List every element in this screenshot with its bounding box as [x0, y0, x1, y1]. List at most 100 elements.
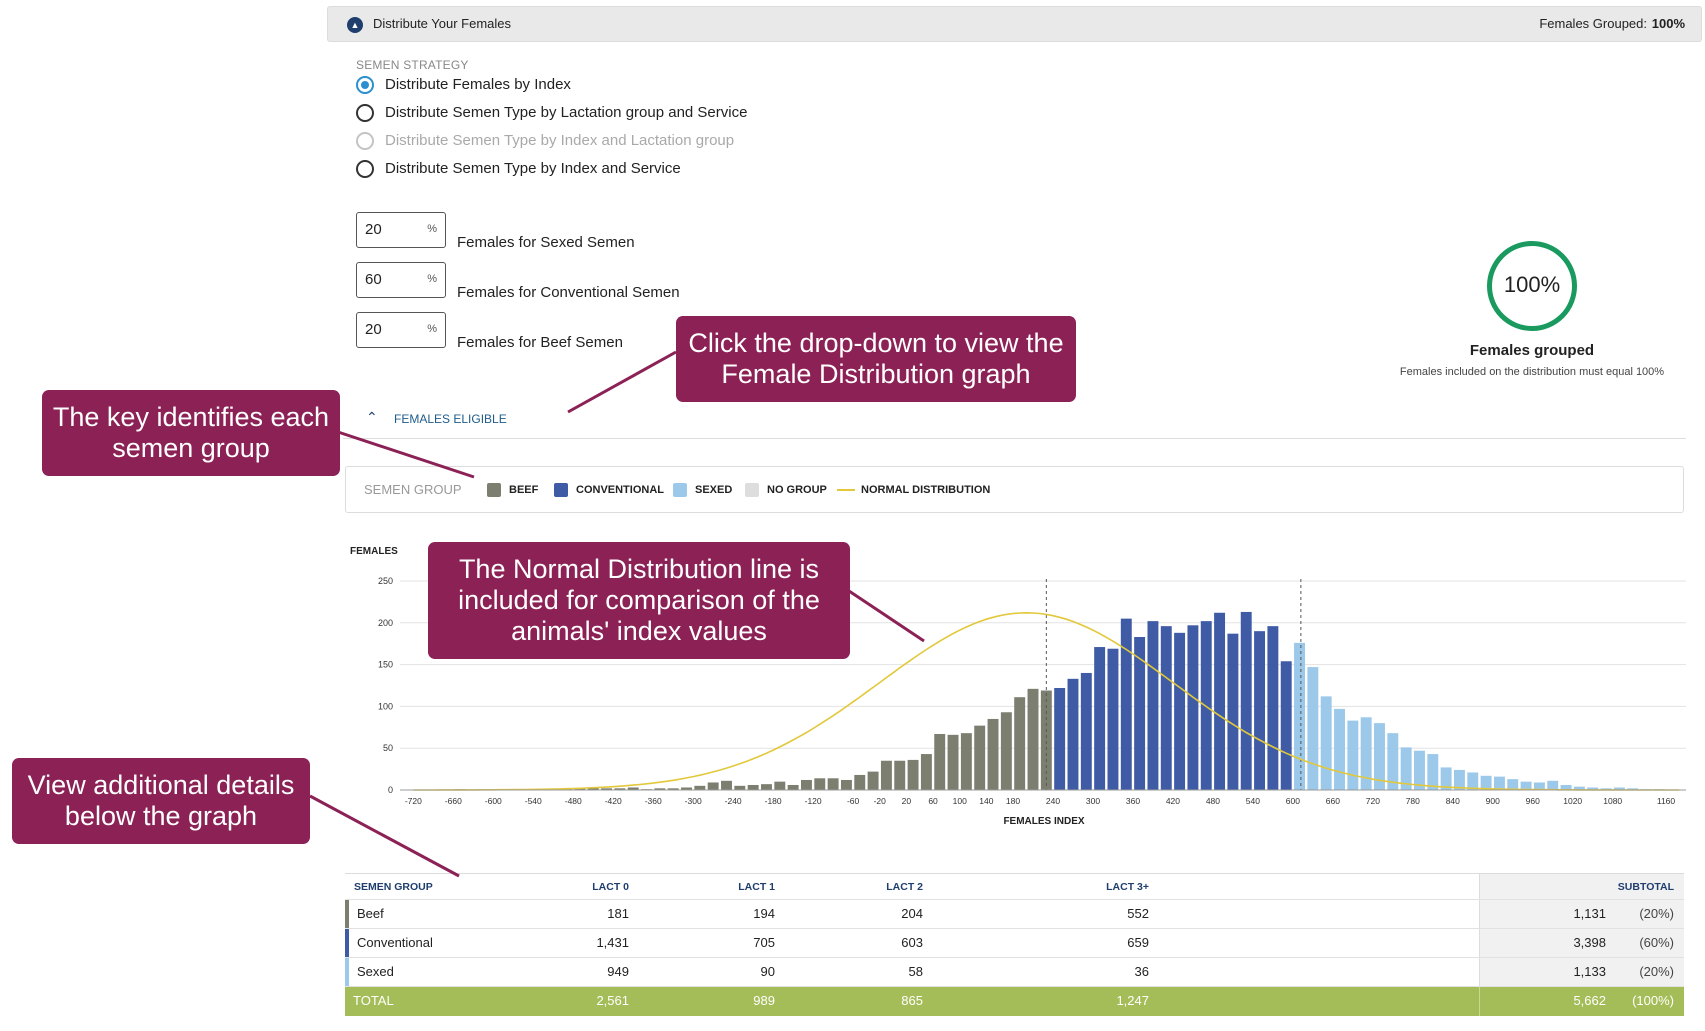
callout-dropdown: Click the drop-down to view the Female D… [676, 316, 1076, 402]
x-tick-label: -180 [765, 796, 782, 806]
bar-sexed [1400, 747, 1412, 790]
grouped-progress-value: 100% [1503, 272, 1561, 297]
bar-beef [840, 779, 852, 790]
x-tick-label: -600 [485, 796, 502, 806]
bar-sexed [1307, 667, 1319, 790]
x-tick-label: 840 [1446, 796, 1460, 806]
x-axis-label: FEMALES INDEX [1003, 816, 1084, 827]
bar-beef [707, 782, 719, 790]
bar-sexed [1374, 723, 1385, 790]
bar-beef [587, 787, 599, 790]
bar-beef [694, 785, 706, 790]
bar-conventional [1080, 672, 1092, 790]
radio-icon[interactable] [356, 160, 374, 178]
bar-sexed [1387, 733, 1399, 790]
x-tick-label: 780 [1406, 796, 1420, 806]
bar-sexed [1320, 696, 1332, 790]
x-tick-label: 300 [1086, 796, 1100, 806]
table-header: SEMEN GROUP LACT 0 LACT 1 LACT 2 LACT 3+… [345, 873, 1684, 900]
bar-beef [800, 779, 812, 790]
bar-sexed [1334, 708, 1345, 790]
cell-lact3: 36 [1134, 964, 1149, 979]
callout-details: View additional details below the graph [12, 758, 310, 844]
callout-key: The key identifies each semen group [42, 390, 340, 476]
conventional-percent-field[interactable] [365, 271, 415, 288]
sexed-percent-field[interactable] [365, 221, 415, 238]
legend-label: NORMAL DISTRIBUTION [861, 484, 991, 496]
cell-group: TOTAL [353, 993, 394, 1008]
bar-sexed [1613, 787, 1625, 790]
conventional-percent-input[interactable]: % [356, 262, 446, 298]
grouped-title: Females grouped [1469, 342, 1595, 359]
bar-sexed [1294, 642, 1305, 790]
legend-label: CONVENTIONAL [576, 484, 664, 496]
x-tick-label: 540 [1246, 796, 1260, 806]
x-tick-label: 420 [1166, 796, 1180, 806]
table-total-row: TOTAL 2,561 989 865 1,247 5,662 (100%) [345, 987, 1684, 1016]
normal-distribution-line [413, 611, 1680, 791]
bar-beef [974, 725, 986, 790]
chevron-up-icon[interactable]: ⌃ [366, 409, 378, 425]
cell-group: Beef [357, 906, 384, 921]
percent-unit: % [427, 273, 437, 285]
collapse-chevron-icon[interactable]: ▲ [347, 17, 363, 33]
percent-unit: % [427, 223, 437, 235]
subtotal-column-bg [1479, 958, 1684, 986]
cell-lact1: 989 [753, 993, 775, 1008]
grouped-note: Females included on the distribution mus… [1399, 366, 1665, 378]
legend-label: BEEF [509, 484, 539, 496]
radio-icon[interactable] [356, 104, 374, 122]
row-color-bar [345, 929, 349, 957]
x-tick-label: 960 [1526, 796, 1540, 806]
radio-label: Distribute Semen Type by Index and Lacta… [385, 132, 735, 149]
bar-beef [1000, 712, 1012, 790]
strategy-label: SEMEN STRATEGY [356, 58, 469, 72]
table-row: Beef 181 194 204 552 1,131 (20%) [345, 900, 1684, 929]
bar-beef [787, 784, 799, 790]
bar-beef [907, 759, 919, 790]
section-title: Distribute Your Females [373, 16, 512, 31]
bar-beef [920, 754, 932, 790]
legend-swatch [673, 483, 687, 497]
cell-lact3: 659 [1127, 935, 1149, 950]
bar-sexed [1547, 780, 1559, 790]
bar-conventional [1240, 611, 1252, 790]
x-tick-label: 100 [953, 796, 967, 806]
bar-beef [947, 734, 959, 790]
cell-percent: (20%) [1639, 964, 1674, 979]
subtotal-column-bg [1479, 987, 1684, 1016]
cell-lact3: 1,247 [1116, 993, 1149, 1008]
bar-conventional [1174, 632, 1186, 790]
x-tick-label: -420 [605, 796, 622, 806]
bar-beef [894, 760, 906, 790]
x-tick-label: 1160 [1657, 796, 1676, 806]
bar-conventional [1054, 688, 1066, 790]
bar-beef [614, 788, 626, 790]
col-subtotal: SUBTOTAL [1617, 881, 1674, 893]
sexed-percent-input[interactable]: % [356, 212, 446, 248]
bar-beef [1027, 688, 1039, 790]
semen-group-table: SEMEN GROUP LACT 0 LACT 1 LACT 2 LACT 3+… [345, 873, 1684, 1016]
cell-subtotal: 5,662 [1573, 993, 1606, 1008]
cell-subtotal: 1,133 [1573, 964, 1606, 979]
bar-conventional [1227, 633, 1239, 790]
beef-percent-field[interactable] [365, 321, 415, 338]
bar-beef [667, 788, 679, 790]
x-tick-label: 180 [1006, 796, 1020, 806]
x-tick-label: 720 [1366, 796, 1380, 806]
percent-unit: % [427, 323, 437, 335]
bar-conventional [1134, 637, 1146, 790]
bar-sexed [1573, 786, 1585, 790]
subtotal-column-bg [1479, 874, 1684, 899]
bar-conventional [1267, 626, 1279, 790]
females-eligible-label: FEMALES ELIGIBLE [394, 412, 507, 426]
radio-selected-icon[interactable] [356, 76, 374, 94]
y-tick-label: 150 [378, 660, 393, 670]
cell-lact1: 194 [753, 906, 775, 921]
x-tick-label: 240 [1046, 796, 1060, 806]
beef-percent-input[interactable]: % [356, 312, 446, 348]
section-header[interactable]: ▲ Distribute Your Females Females Groupe… [327, 6, 1702, 42]
bar-sexed [1480, 775, 1492, 790]
bar-conventional [1254, 631, 1266, 790]
bar-conventional [1067, 678, 1079, 790]
